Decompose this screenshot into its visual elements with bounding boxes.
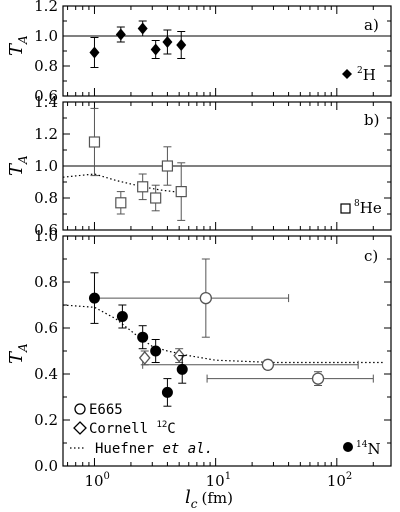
data-point-open-circle xyxy=(199,291,212,305)
panel-b-label: b) xyxy=(364,111,379,129)
panel-a-species-text: 2H xyxy=(357,66,376,84)
legend: E665 Cornell 12C Huefner et al. xyxy=(70,402,213,457)
panel-b-ytick-label: 0.6 xyxy=(34,221,58,239)
panel-a-frame xyxy=(62,5,392,97)
data-point-filled-diamond xyxy=(137,22,148,35)
x-axis-label: lc (fm) xyxy=(185,487,233,511)
legend-open-circle-marker xyxy=(74,403,86,415)
panel-c-label: c) xyxy=(364,247,378,265)
data-point-open-circle xyxy=(311,372,325,385)
panel-c-ytick-label: 0.6 xyxy=(34,319,58,337)
panel-c-species-text: 14N xyxy=(356,440,381,458)
panel-b-species-tag: 8He xyxy=(340,199,382,217)
data-point-filled-diamond xyxy=(89,46,100,59)
panel-a-label: a) xyxy=(364,16,379,34)
data-point-filled-diamond xyxy=(176,39,187,51)
data-point-open-square xyxy=(161,160,174,172)
legend-open-diamond-marker xyxy=(73,421,87,435)
panel-b-ytick-label: 1.4 xyxy=(34,93,58,111)
panel-b-theory-curve xyxy=(62,173,189,193)
data-point-filled-circle xyxy=(150,345,162,357)
open-square-icon xyxy=(340,203,351,214)
data-point-open-square xyxy=(150,192,162,204)
panel-c-ytick-label: 0.2 xyxy=(34,411,58,429)
panel-a-ytick-label: 0.8 xyxy=(34,57,58,75)
data-point-open-square xyxy=(115,197,127,209)
data-point-filled-diamond xyxy=(162,36,173,48)
panel-a-ytick-label: 0.6 xyxy=(34,87,58,105)
panel-c-ytick-label: 0.0 xyxy=(34,457,58,475)
data-point-filled-circle xyxy=(116,311,128,322)
data-marks xyxy=(62,20,391,407)
panel-b-ytick-label: 1.2 xyxy=(34,125,58,143)
data-point-filled-diamond xyxy=(150,43,161,56)
data-point-open-circle xyxy=(261,358,275,371)
panel-b-ytick-label: 1.0 xyxy=(34,157,58,175)
data-point-filled-diamond xyxy=(115,28,126,41)
panel-b-ytick-label: 0.8 xyxy=(34,189,58,207)
x-tick-label: 102 xyxy=(327,471,352,490)
data-point-filled-circle xyxy=(137,331,149,343)
data-point-open-diamond xyxy=(138,350,151,365)
panel-a-ytick-label: 1.2 xyxy=(34,0,58,15)
data-point-open-square xyxy=(88,136,101,148)
data-point-filled-circle xyxy=(161,386,173,398)
panel-c-ylabel: TA xyxy=(6,343,30,364)
legend-cornell-label: Cornell 12C xyxy=(89,420,176,437)
panel-c-theory-curve xyxy=(62,304,385,364)
axis-ticks: 0.6 0.8 1.0 1.2 0.6 0.8 1.0 1.2 1.4 0.0 0.2 0.4 0.6 0… xyxy=(34,0,391,490)
filled-diamond-icon xyxy=(342,69,352,79)
data-point-filled-circle xyxy=(176,363,188,375)
legend-e665-label: E665 xyxy=(89,402,123,418)
panel-c-ytick-label: 1.0 xyxy=(34,227,58,245)
panel-a-species-tag: 2H xyxy=(342,66,376,84)
panel-c-ytick-label: 0.8 xyxy=(34,273,58,291)
x-tick-label: 100 xyxy=(84,471,109,490)
filled-circle-icon xyxy=(343,442,353,452)
panel-a-ytick-label: 1.0 xyxy=(34,27,58,45)
data-point-open-square xyxy=(175,186,187,198)
data-point-open-square xyxy=(137,181,149,193)
panel-c-ytick-label: 0.4 xyxy=(34,365,58,383)
panel-b-species-text: 8He xyxy=(354,199,382,217)
panel-c-species-tag: 14N xyxy=(343,440,381,458)
legend-huefner-label: Huefner et al. xyxy=(95,441,213,457)
x-tick-label: 101 xyxy=(206,471,231,490)
panel-b-ylabel: TA xyxy=(6,155,30,176)
panel-a-ylabel: TA xyxy=(6,35,30,56)
data-point-filled-circle xyxy=(88,292,100,304)
